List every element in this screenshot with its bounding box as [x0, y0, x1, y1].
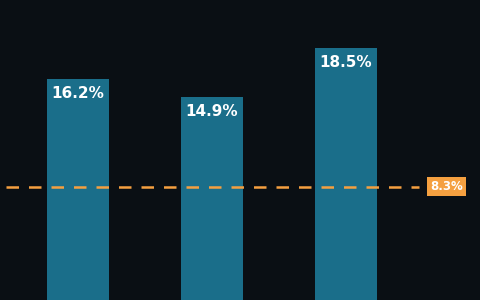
Text: 14.9%: 14.9%: [186, 103, 239, 118]
Text: 8.3%: 8.3%: [430, 180, 463, 193]
Text: 18.5%: 18.5%: [320, 55, 372, 70]
Bar: [181, 97, 243, 300]
Text: 16.2%: 16.2%: [52, 86, 105, 101]
Bar: [315, 48, 377, 300]
Bar: [48, 79, 109, 300]
